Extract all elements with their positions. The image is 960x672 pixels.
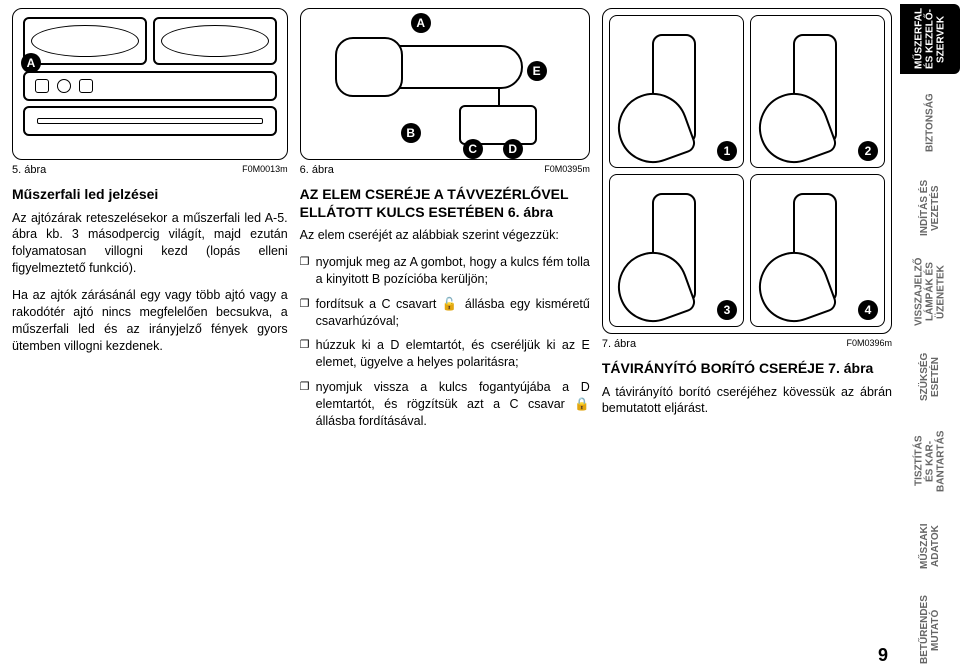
bullet-2: fordítsuk a C csavart 🔓 állásba egy kism… bbox=[300, 296, 590, 330]
tab-instruments[interactable]: MŰSZERFAL ÉS KEZELŐ-SZERVEK bbox=[900, 4, 960, 74]
panel-num-4: 4 bbox=[858, 300, 878, 320]
panel-4: 4 bbox=[750, 174, 885, 327]
content-area: A 5. ábra F0M0013m Műszerfali led jelzé bbox=[0, 0, 900, 672]
bullet-3: húzzuk ki a D elemtartót, és cseréljük k… bbox=[300, 337, 590, 371]
fig5-caption: 5. ábra F0M0013m bbox=[12, 164, 288, 176]
figure-7: 1 2 3 4 bbox=[602, 8, 892, 334]
mid-heading: AZ ELEM CSERÉJE A TÁVVEZÉRLŐVEL ELLÁTOTT… bbox=[300, 186, 590, 221]
button-row bbox=[23, 71, 277, 101]
hazard-icon bbox=[79, 79, 93, 93]
mid-intro: Az elem cseréjét az alábbiak szerint vég… bbox=[300, 227, 590, 244]
tab-starting[interactable]: INDÍTÁS ÉS VEZETÉS bbox=[900, 173, 960, 243]
panel-num-3: 3 bbox=[717, 300, 737, 320]
key-head bbox=[335, 37, 403, 97]
tab-maintenance[interactable]: TISZTÍTÁS ÉS KAR-BANTARTÁS bbox=[900, 426, 960, 496]
fig5-dashboard: A bbox=[23, 17, 277, 151]
side-tabs: MŰSZERFAL ÉS KEZELŐ-SZERVEK BIZTONSÁG IN… bbox=[900, 0, 960, 672]
page-number: 9 bbox=[878, 645, 888, 666]
bullet-4: nyomjuk vissza a kulcs fogantyújába a D … bbox=[300, 379, 590, 430]
vent-left: A bbox=[23, 17, 147, 65]
bullet-1: nyomjuk meg az A gombot, hogy a kulcs fé… bbox=[300, 254, 590, 288]
fig6-label-C: C bbox=[463, 139, 483, 159]
fig7-caption: 7. ábra F0M0396m bbox=[602, 338, 892, 350]
car-icon bbox=[35, 79, 49, 93]
fig6-caption: 6. ábra F0M0395m bbox=[300, 164, 590, 176]
left-p1: Az ajtózárak reteszelésekor a műszerfali… bbox=[12, 210, 288, 278]
page-root: A 5. ábra F0M0013m Műszerfali led jelzé bbox=[0, 0, 960, 672]
left-heading: Műszerfali led jelzései bbox=[12, 186, 288, 204]
mid-bullets: nyomjuk meg az A gombot, hogy a kulcs fé… bbox=[300, 254, 590, 438]
fig7-number: 7. ábra bbox=[602, 338, 636, 350]
fig5-code: F0M0013m bbox=[242, 164, 288, 176]
panel-num-2: 2 bbox=[858, 141, 878, 161]
tab-emergency[interactable]: SZÜKSÉG ESETÉN bbox=[900, 342, 960, 412]
panel-3: 3 bbox=[609, 174, 744, 327]
tab-index[interactable]: BETŰRENDES MUTATÓ bbox=[900, 595, 960, 665]
fig6-number: 6. ábra bbox=[300, 164, 334, 176]
fig6-label-E: E bbox=[527, 61, 547, 81]
right-heading: TÁVIRÁNYÍTÓ BORÍTÓ CSERÉJE 7. ábra bbox=[602, 360, 892, 378]
fig7-code: F0M0396m bbox=[846, 338, 892, 350]
fig7-grid: 1 2 3 4 bbox=[609, 15, 885, 327]
figure-6: A B C D E bbox=[300, 8, 590, 160]
vent-right bbox=[153, 17, 277, 65]
column-mid: A B C D E 6. ábra F0M0395m AZ ELEM CSERÉ… bbox=[300, 8, 590, 664]
column-left: A 5. ábra F0M0013m Műszerfali led jelzé bbox=[12, 8, 288, 664]
left-p2: Ha az ajtók zárásánál egy vagy több ajtó… bbox=[12, 287, 288, 355]
panel-2: 2 bbox=[750, 15, 885, 168]
fig6-code: F0M0395m bbox=[544, 164, 590, 176]
led-icon bbox=[57, 79, 71, 93]
panel-1: 1 bbox=[609, 15, 744, 168]
fig5-number: 5. ábra bbox=[12, 164, 46, 176]
tab-technical[interactable]: MŰSZAKI ADATOK bbox=[900, 511, 960, 581]
panel-num-1: 1 bbox=[717, 141, 737, 161]
fig6-label-A: A bbox=[411, 13, 431, 33]
fig6-label-D: D bbox=[503, 139, 523, 159]
column-right: 1 2 3 4 bbox=[602, 8, 892, 664]
figure-5: A bbox=[12, 8, 288, 160]
radio-slot bbox=[23, 106, 277, 136]
tab-safety[interactable]: BIZTONSÁG bbox=[900, 88, 960, 158]
fig6-label-B: B bbox=[401, 123, 421, 143]
right-p1: A távirányító borító cseréjéhez kövessük… bbox=[602, 384, 892, 418]
tab-warning-lights[interactable]: VISSZAJELZŐ LÁMPÁK ÉS ÜZENETEK bbox=[900, 257, 960, 327]
fig5-label-A: A bbox=[21, 53, 41, 73]
